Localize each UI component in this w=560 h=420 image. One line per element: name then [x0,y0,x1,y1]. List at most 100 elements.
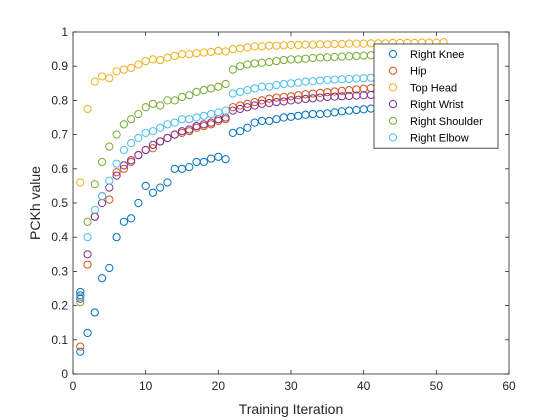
data-point [221,155,230,164]
legend-marker [388,116,398,125]
data-point [112,171,121,180]
data-point [119,164,128,173]
data-point [105,176,114,185]
data-point [83,328,92,338]
data-point [214,152,223,161]
x-tick-label: 10 [139,379,153,393]
y-tick-label: 0 [61,367,68,381]
data-point [127,156,136,165]
data-point [76,178,85,187]
y-tick-label: 0.9 [51,59,68,73]
data-point [221,106,230,115]
data-point [163,178,172,187]
data-point [105,195,114,204]
legend: Right Knee Hip Top Head Right Wrist Right Sh… [373,43,499,149]
data-point [134,60,143,69]
data-point [127,115,136,124]
data-point [148,127,158,136]
data-point [228,65,237,74]
data-point [170,96,179,105]
data-point [97,274,107,283]
data-point [170,130,179,139]
legend-marker [388,49,398,59]
data-point [112,159,121,168]
data-point [76,292,85,302]
data-point [83,233,92,242]
y-tick-label: 0.4 [51,230,68,244]
x-tick-label: 0 [70,379,77,393]
data-point [134,109,143,119]
legend-marker [388,100,398,109]
data-point [119,120,128,129]
data-point [83,217,92,226]
legend-marker [388,133,398,142]
data-point [134,198,143,208]
data-point [83,260,92,269]
data-point [206,118,216,127]
data-point [156,55,165,65]
data-point [156,123,165,132]
y-axis-title: PCKh value [27,166,43,240]
data-point [90,308,99,317]
data-point [134,151,143,160]
data-point [127,63,136,73]
data-point [90,77,99,86]
y-tick-label: 0.5 [51,196,68,210]
data-point [112,168,121,177]
y-tick-label: 0.1 [51,333,68,347]
data-point [105,142,114,151]
data-point [163,133,172,143]
x-tick-label: 20 [212,379,226,393]
data-point [148,188,158,197]
data-point [127,139,136,148]
legend-entry: Right Elbow [410,133,469,145]
legend-marker [388,83,398,92]
y-tick-label: 1 [61,25,68,39]
data-point [156,101,165,110]
x-tick-label: 40 [357,379,371,393]
y-tick-label: 0.3 [51,264,68,278]
y-tick-label: 0.7 [51,128,68,142]
axes [72,31,510,375]
x-tick-label: 60 [502,379,516,393]
data-point [134,133,143,143]
y-tick-label: 0.8 [51,93,68,107]
y-tick-label: 0.6 [51,162,68,176]
data-point [119,217,128,226]
data-point [112,130,121,139]
data-point [236,127,245,136]
legend-entry: Top Head [410,82,457,94]
data-point [170,118,179,127]
data-point [214,82,223,91]
data-point [156,137,165,146]
legend-box [373,43,499,149]
x-tick-label: 30 [284,379,298,393]
series-0 [76,101,441,356]
legend-entry: Right Knee [410,49,464,61]
data-point [76,298,85,307]
legend-entry: Right Wrist [410,99,464,111]
data-point [97,157,107,167]
data-point [90,180,99,189]
data-point [221,47,230,56]
data-point [221,79,230,89]
data-point [243,123,252,132]
y-tick-label: 0.2 [51,299,68,313]
x-tick-label: 50 [430,379,444,393]
data-point [83,104,92,114]
x-axis-title: Training Iteration [239,401,344,417]
legend-entry: Hip [410,66,427,78]
data-point [185,91,194,100]
data-point [141,103,150,112]
data-point [76,347,85,356]
data-point [105,74,114,83]
data-point [90,205,99,214]
data-point [97,192,107,201]
data-point [127,214,136,223]
data-point [141,181,150,190]
data-point [185,125,194,134]
data-point [141,145,150,155]
data-point [105,263,114,273]
data-point [112,233,121,242]
